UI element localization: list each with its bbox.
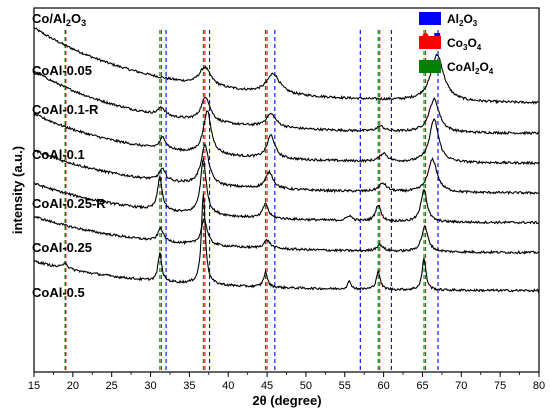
x-tick-label-30: 30	[144, 380, 156, 392]
x-tick-label-60: 60	[377, 380, 389, 392]
x-tick-label-25: 25	[106, 380, 118, 392]
legend: Al2O3 Co3O4 CoAl2O4	[419, 12, 494, 76]
sample-label-coal-0.5: CoAl-0.5	[32, 285, 85, 300]
y-axis-title: intensity (a.u.)	[10, 146, 25, 234]
x-tick-label-55: 55	[339, 380, 351, 392]
legend-label-co3o4: Co3O4	[447, 36, 482, 52]
pattern-CoAl-0.05	[33, 70, 540, 136]
legend-label-coal2o4: CoAl2O4	[447, 60, 494, 76]
x-axis-title: 2θ (degree)	[252, 393, 321, 408]
x-tick-label-20: 20	[67, 380, 79, 392]
sample-label-coal-0.05: CoAl-0.05	[32, 63, 92, 78]
reference-lines	[64, 30, 439, 372]
x-tick-label-50: 50	[300, 380, 312, 392]
pattern-CoAl-0.1	[33, 142, 540, 196]
pattern-curves	[33, 27, 540, 294]
x-tick-label-40: 40	[222, 380, 234, 392]
legend-label-al2o3: Al2O3	[447, 12, 478, 28]
x-tick-label-65: 65	[416, 380, 428, 392]
x-axis-ticks: 15 20 25 30 35 40 45 50 55 60 65 70 75 80	[28, 372, 545, 392]
x-tick-label-80: 80	[533, 380, 545, 392]
legend-swatch-coal2o4	[419, 60, 441, 73]
x-tick-label-35: 35	[183, 380, 195, 392]
pattern-CoAl-0.25-R	[33, 157, 540, 225]
sample-label-coal-0.25: CoAl-0.25	[32, 240, 92, 255]
pattern-CoAl-0.25	[33, 215, 540, 255]
sample-label-coal-0.1: CoAl-0.1	[32, 147, 85, 162]
x-tick-label-15: 15	[28, 380, 40, 392]
sample-label-coal-0.25-r: CoAl-0.25-R	[32, 196, 106, 211]
sample-label-coal-0.1-r: CoAl-0.1-R	[32, 102, 99, 117]
legend-swatch-al2o3	[419, 12, 441, 25]
pattern-Co/Al2O3	[33, 27, 539, 105]
pattern-CoAl-0.5	[33, 193, 540, 294]
sample-label-co-al2o3: Co/Al2O3	[32, 11, 86, 28]
x-tick-label-75: 75	[494, 380, 506, 392]
sample-labels: Co/Al2O3 CoAl-0.05 CoAl-0.1-R CoAl-0.1 C…	[32, 11, 106, 300]
pattern-CoAl-0.1-R	[33, 110, 540, 166]
x-tick-label-45: 45	[261, 380, 273, 392]
legend-swatch-co3o4	[419, 36, 441, 49]
x-tick-label-70: 70	[455, 380, 467, 392]
